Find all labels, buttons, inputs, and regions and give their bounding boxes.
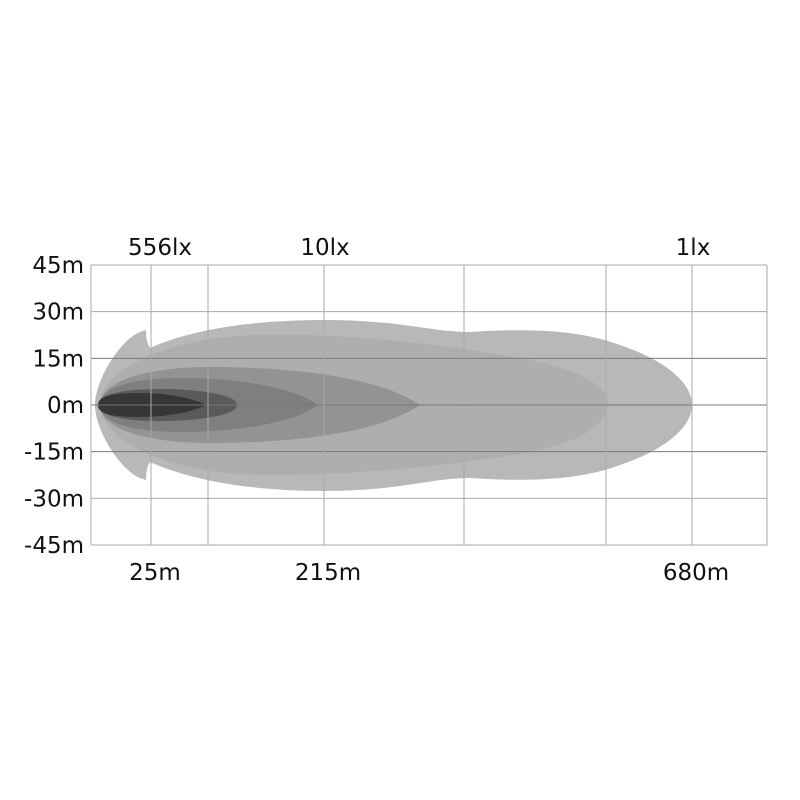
y-tick-label: -15m [24, 440, 84, 466]
y-tick-label: -45m [24, 533, 84, 559]
x-tick-label: 680m [663, 560, 729, 586]
x-tick-label: 25m [129, 560, 181, 586]
lux-label: 10lx [300, 235, 349, 261]
y-tick-label: 45m [32, 253, 84, 279]
x-tick-label: 215m [295, 560, 361, 586]
y-tick-label: 30m [32, 300, 84, 326]
y-tick-label: 15m [32, 346, 84, 372]
lux-label: 1lx [676, 235, 711, 261]
y-tick-label: -30m [24, 486, 84, 512]
lux-label: 556lx [128, 235, 192, 261]
grid [90, 264, 768, 546]
y-tick-label: 0m [47, 393, 84, 419]
